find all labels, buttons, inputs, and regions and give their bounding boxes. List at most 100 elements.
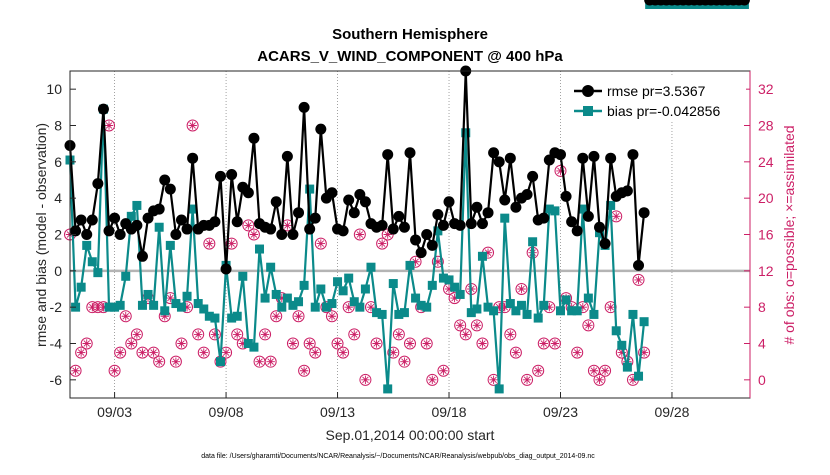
bias-point — [394, 309, 404, 319]
obs-possible-marker — [303, 337, 316, 350]
obs-assimilated-marker — [288, 339, 298, 348]
obs-assimilated-marker — [205, 239, 214, 248]
y-tick-label-left: 10 — [46, 81, 62, 97]
obs-possible-marker — [119, 310, 132, 323]
obs-assimilated-marker — [550, 339, 560, 348]
rmse-point — [92, 178, 104, 190]
chart-subtitle: ACARS_V_WIND_COMPONENT @ 400 hPa — [257, 48, 563, 65]
obs-assimilated-marker — [311, 348, 320, 357]
bias-point — [500, 213, 510, 223]
bias-point — [199, 304, 209, 314]
bias-point — [606, 200, 616, 210]
rmse-point — [432, 209, 444, 221]
obs-possible-marker — [632, 273, 645, 286]
obs-possible-marker — [426, 373, 439, 386]
legend: rmse pr=3.5367 bias pr=-0.042856 — [570, 76, 746, 122]
obs-assimilated-marker — [517, 284, 526, 294]
obs-assimilated-marker — [355, 230, 365, 239]
rmse-point — [359, 196, 371, 208]
obs-assimilated-marker — [556, 166, 565, 176]
bias-point — [516, 300, 526, 310]
obs-assimilated-marker — [511, 348, 521, 357]
obs-assimilated-marker — [294, 312, 303, 321]
rmse-point — [209, 216, 221, 228]
bias-point — [578, 204, 588, 214]
rmse-point — [114, 229, 126, 240]
obs-markers — [64, 119, 651, 386]
obs-possible-marker — [242, 219, 255, 232]
bias-point — [438, 273, 448, 283]
obs-assimilated-marker — [249, 230, 259, 239]
rmse-point — [621, 185, 633, 197]
obs-assimilated-marker — [394, 330, 404, 339]
obs-assimilated-marker — [478, 339, 487, 348]
obs-assimilated-marker — [221, 348, 231, 357]
bias-point — [505, 299, 515, 309]
bias-point — [639, 317, 649, 327]
y-tick-label-left: 2 — [54, 227, 62, 243]
rmse-point — [560, 190, 572, 202]
bias-point — [137, 300, 147, 310]
obs-possible-marker — [431, 255, 444, 268]
obs-assimilated-marker — [606, 302, 615, 312]
obs-assimilated-marker — [327, 312, 337, 321]
obs-assimilated-marker — [377, 239, 387, 248]
obs-assimilated-marker — [266, 357, 275, 366]
rmse-point — [738, 0, 750, 6]
rmse-point — [164, 183, 176, 195]
x-tick-label: 09/23 — [543, 404, 578, 420]
obs-possible-marker — [108, 364, 121, 377]
rmse-point — [287, 229, 299, 240]
obs-assimilated-marker — [617, 348, 626, 357]
rmse-point — [493, 156, 505, 168]
obs-possible-marker — [548, 337, 561, 350]
obs-assimilated-marker — [428, 375, 437, 385]
bias-point — [455, 289, 465, 299]
obs-possible-marker — [286, 337, 299, 350]
bias-point — [561, 295, 571, 305]
obs-assimilated-marker — [578, 302, 587, 312]
obs-assimilated-marker — [272, 312, 281, 321]
obs-possible-marker — [437, 364, 450, 377]
obs-possible-marker — [599, 364, 612, 377]
obs-possible-marker — [231, 328, 244, 341]
obs-possible-marker — [593, 373, 606, 386]
bias-point — [104, 302, 114, 312]
bias-point — [93, 268, 103, 278]
bias-point — [310, 302, 320, 312]
y-tick-label-right: 32 — [758, 81, 774, 97]
obs-assimilated-marker — [154, 357, 164, 366]
obs-assimilated-marker — [483, 248, 493, 257]
obs-assimilated-marker — [244, 221, 253, 230]
obs-assimilated-marker — [639, 348, 649, 357]
obs-assimilated-marker — [71, 366, 80, 375]
obs-possible-marker — [454, 319, 467, 332]
obs-assimilated-marker — [400, 357, 409, 366]
rmse-point — [376, 219, 388, 231]
y-tick-label-left: -6 — [50, 372, 63, 388]
rmse-point — [293, 207, 305, 219]
rmse-point — [638, 207, 650, 219]
bias-point — [567, 306, 577, 316]
bias-point — [360, 284, 370, 294]
obs-possible-marker — [404, 337, 416, 350]
bias-point — [489, 306, 499, 316]
obs-assimilated-marker — [132, 330, 142, 339]
y-tick-label-right: 28 — [758, 118, 774, 134]
rmse-point — [387, 223, 399, 235]
obs-assimilated-marker — [171, 357, 181, 366]
bias-point — [249, 342, 259, 352]
obs-assimilated-marker — [338, 348, 348, 357]
bias-point — [388, 279, 398, 289]
obs-assimilated-marker — [104, 121, 114, 130]
obs-possible-marker — [130, 328, 143, 341]
rmse-point — [594, 221, 606, 233]
obs-possible-marker — [147, 346, 160, 359]
rmse-point — [633, 259, 645, 271]
x-tick-label: 09/18 — [431, 404, 466, 420]
rmse-point — [187, 152, 199, 164]
y-tick-label-left: 0 — [54, 263, 62, 279]
obs-possible-marker — [359, 373, 372, 386]
